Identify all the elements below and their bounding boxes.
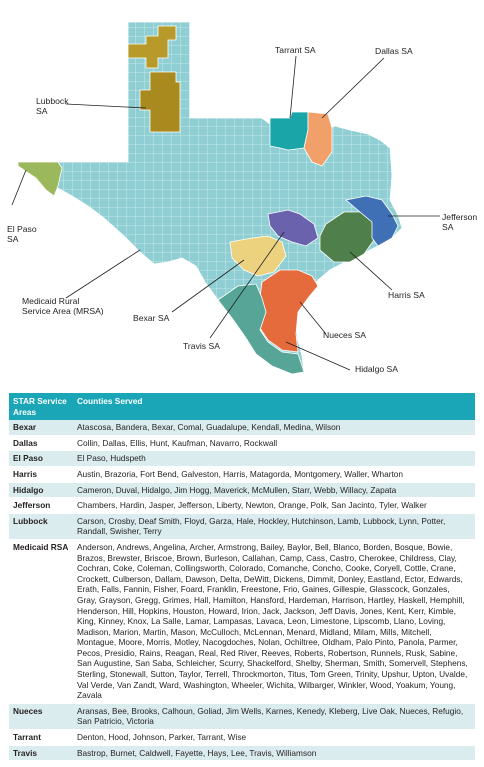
label-lubbock-line2: SA xyxy=(36,106,48,116)
counties-served: Aransas, Bee, Brooks, Calhoun, Goliad, J… xyxy=(73,703,475,731)
counties-served: Carson, Crosby, Deaf Smith, Floyd, Garza… xyxy=(73,513,475,540)
table-row: Nueces Aransas, Bee, Brooks, Calhoun, Gol… xyxy=(9,703,475,731)
counties-served: Cameron, Duval, Hidalgo, Jim Hogg, Maver… xyxy=(73,482,475,499)
label-mrsa-line1: Medicaid Rural xyxy=(22,296,80,306)
counties-served: El Paso, Hudspeth xyxy=(73,450,475,467)
label-el-paso: El Paso SA xyxy=(7,224,37,244)
service-area-name: Harris xyxy=(9,466,73,483)
service-area-name: Lubbock xyxy=(9,513,73,540)
table-row: Medicaid RSA Anderson, Andrews, Angelina,… xyxy=(9,539,475,704)
label-el-paso-line2: SA xyxy=(7,234,19,244)
label-bexar: Bexar SA xyxy=(133,313,170,323)
table-row: Hidalgo Cameron, Duval, Hidalgo, Jim Hogg… xyxy=(9,482,475,499)
table-row: Harris Austin, Brazoria, Fort Bend, Galve… xyxy=(9,466,475,483)
counties-served: Chambers, Hardin, Jasper, Jefferson, Lib… xyxy=(73,497,475,514)
region-dallas xyxy=(303,111,333,167)
label-lubbock-line1: Lubbock xyxy=(36,96,69,106)
table-header-row: STAR Service Areas Counties Served xyxy=(9,393,475,421)
label-jefferson: Jefferson SA xyxy=(442,212,477,232)
region-lubbock-south xyxy=(139,71,181,133)
table-row: Tarrant Denton, Hood, Johnson, Parker, Ta… xyxy=(9,729,475,746)
callout-el-paso xyxy=(11,169,27,206)
service-area-name: Medicaid RSA xyxy=(9,539,73,704)
counties-served: Austin, Brazoria, Fort Bend, Galveston, … xyxy=(73,466,475,483)
callout-dallas xyxy=(321,57,385,119)
service-area-name: Nueces xyxy=(9,703,73,731)
service-area-name: El Paso xyxy=(9,450,73,467)
header-area-line2: Areas xyxy=(13,406,37,417)
header-counties-served: Counties Served xyxy=(73,393,475,421)
callout-mrsa xyxy=(65,249,141,299)
callout-travis xyxy=(209,231,285,339)
label-el-paso-line1: El Paso xyxy=(7,224,37,234)
table-row: Lubbock Carson, Crosby, Deaf Smith, Floyd… xyxy=(9,513,475,540)
region-harris xyxy=(319,211,375,263)
label-lubbock: Lubbock SA xyxy=(36,96,69,116)
service-area-name: Dallas xyxy=(9,435,73,452)
callout-bexar xyxy=(171,259,245,313)
service-area-name: Bexar xyxy=(9,420,73,436)
label-nueces: Nueces SA xyxy=(323,330,366,340)
counties-served: Denton, Hood, Johnson, Parker, Tarrant, … xyxy=(73,729,475,746)
region-hidalgo xyxy=(217,283,305,375)
label-travis: Travis SA xyxy=(183,341,220,351)
counties-served: Bastrop, Burnet, Caldwell, Fayette, Hays… xyxy=(73,745,475,762)
service-area-table: STAR Service Areas Counties Served Bexar… xyxy=(9,393,475,762)
table-row: El Paso El Paso, Hudspeth xyxy=(9,450,475,467)
region-el-paso xyxy=(17,161,63,197)
county-grid xyxy=(18,22,402,374)
counties-served: Anderson, Andrews, Angelina, Archer, Arm… xyxy=(73,539,475,704)
region-jefferson xyxy=(345,195,399,247)
table-row: Dallas Collin, Dallas, Ellis, Hunt, Kaufm… xyxy=(9,435,475,452)
label-dallas: Dallas SA xyxy=(375,46,413,56)
callout-harris xyxy=(349,251,393,291)
label-tarrant: Tarrant SA xyxy=(275,45,316,55)
callout-lines xyxy=(11,55,440,371)
callout-nueces xyxy=(299,301,327,335)
callout-tarrant xyxy=(289,55,297,119)
label-mrsa-line2: Service Area (MRSA) xyxy=(22,306,104,316)
region-tarrant xyxy=(269,111,309,151)
service-area-name: Travis xyxy=(9,745,73,762)
label-jefferson-line1: Jefferson xyxy=(442,212,478,222)
table-row: Travis Bastrop, Burnet, Caldwell, Fayette… xyxy=(9,745,475,762)
label-hidalgo: Hidalgo SA xyxy=(355,364,398,374)
label-jefferson-line2: SA xyxy=(442,222,454,232)
service-area-name: Tarrant xyxy=(9,729,73,746)
header-area-line1: STAR Service xyxy=(13,396,67,406)
callout-hidalgo xyxy=(285,341,351,371)
texas-service-area-map xyxy=(11,21,440,375)
region-nueces xyxy=(259,269,319,353)
table-row: Jefferson Chambers, Hardin, Jasper, Jeffe… xyxy=(9,497,475,514)
header-service-areas: STAR Service Areas xyxy=(9,393,73,421)
callout-lubbock xyxy=(65,103,147,109)
table-body: Bexar Atascosa, Bandera, Bexar, Comal, Gu… xyxy=(9,420,475,762)
label-harris: Harris SA xyxy=(388,290,425,300)
counties-served: Atascosa, Bandera, Bexar, Comal, Guadalu… xyxy=(73,420,475,436)
region-lubbock xyxy=(127,25,177,69)
service-area-name: Hidalgo xyxy=(9,482,73,499)
label-mrsa: Medicaid Rural Service Area (MRSA) xyxy=(22,296,104,316)
counties-served: Collin, Dallas, Ellis, Hunt, Kaufman, Na… xyxy=(73,435,475,452)
table-row: Bexar Atascosa, Bandera, Bexar, Comal, Gu… xyxy=(9,420,475,436)
service-area-name: Jefferson xyxy=(9,497,73,514)
